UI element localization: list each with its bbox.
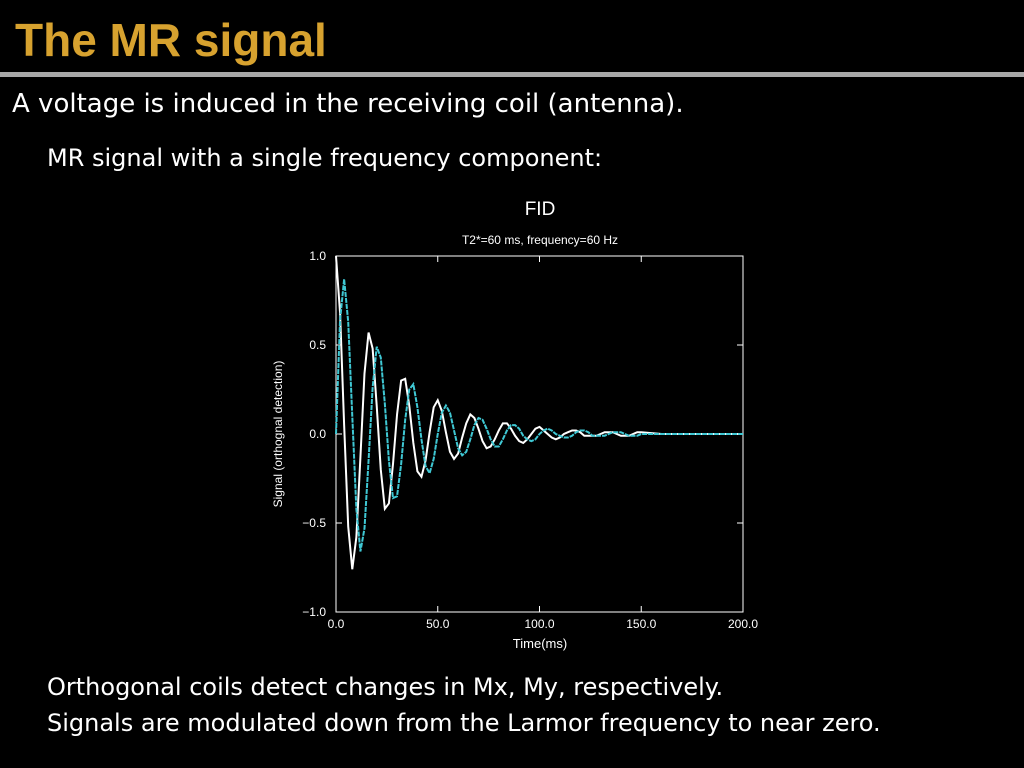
intro-text: A voltage is induced in the receiving co… [12,89,684,119]
chart-title: FID [525,199,556,220]
note: Signals are modulated down from the Larm… [47,709,881,737]
y-tick-label: −1.0 [302,605,326,619]
series-line [335,255,743,570]
chart-subtitle: T2*=60 ms, frequency=60 Hz [462,233,618,247]
y-tick-label: 0.5 [309,338,326,352]
note: Orthogonal coils detect changes in Mx, M… [47,673,723,701]
x-axis-label: Time(ms) [513,636,567,651]
slide-title: The MR signal [15,14,327,66]
y-tick-label: 1.0 [309,249,326,263]
plot: −1.0 −0.5 0.0 0.5 1.0 0.0 50.0 100.0 150.0 200.0 [302,249,758,631]
y-axis-label: Signal (orthognal detection) [271,361,285,508]
x-tick-label: 100.0 [524,617,554,631]
title-rule [0,72,1024,77]
y-tick-label: 0.0 [309,427,326,441]
x-tick-label: 50.0 [426,617,450,631]
x-tick-label: 200.0 [728,617,758,631]
subheading: MR signal with a single frequency compon… [47,144,602,172]
series-line [335,279,743,552]
x-tick-label: 150.0 [626,617,656,631]
x-tick-label: 0.0 [328,617,345,631]
y-tick-label: −0.5 [302,516,326,530]
